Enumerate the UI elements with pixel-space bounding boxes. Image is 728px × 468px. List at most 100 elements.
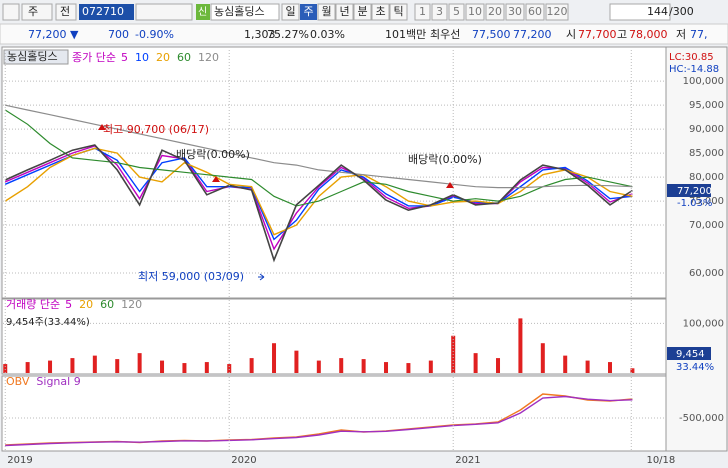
x-tick-label: 10/18 [646,455,675,466]
interval-button[interactable] [545,3,569,21]
prev: 전 [60,5,70,18]
series-line [4,147,633,236]
volume-panel [1,298,667,375]
menu-icon[interactable] [2,3,20,21]
last-volume: 9,454 [676,349,705,360]
period-button[interactable] [300,4,317,20]
price-line [4,144,633,263]
legend-item: 5 [65,298,72,311]
x-tick-label: 2021 [455,455,480,466]
volume-bar [339,358,344,373]
ask: 77,500 [472,28,511,41]
period-button[interactable] [335,3,354,21]
series-line [5,395,633,447]
stock-name: 농심홀딩스 [214,5,265,18]
y-tick-label: 60,000 [689,268,724,279]
bid: 77,200 [513,28,552,41]
interval-button[interactable] [505,3,525,21]
volume-ratio-label: 33.44% [676,362,714,373]
market-select[interactable] [21,3,53,21]
last-volume-box [667,347,711,360]
volume-status: 9,454주(33.44%) [6,317,90,328]
y-tick-label: 100,000 [683,76,724,87]
volume-bar [272,343,277,373]
volume-bar [48,360,53,373]
search-tools[interactable] [135,3,193,21]
volume-bar [496,358,501,373]
legend-label: 종가 단순 [72,51,116,64]
interval-label: 20 [488,5,502,18]
period-label: 주 [303,5,313,18]
period-button[interactable] [353,3,372,21]
info-bar [0,23,728,45]
legend-label: 거래량 단순 [6,298,60,311]
volume-bar [160,360,165,373]
volume-bar [518,318,523,373]
market: 주 [28,5,38,18]
high-label: 고 [617,28,627,41]
period-label: 초 [375,5,385,18]
interval-button[interactable] [465,3,485,21]
period-button[interactable] [281,3,300,21]
volume-bar [70,358,75,373]
period-button[interactable] [317,3,336,21]
legend-item: 120 [198,51,219,64]
volume-bar [563,355,568,373]
volume-bar [630,368,635,373]
y-tick-label: 75,000 [689,196,724,207]
interval-label: 30 [508,5,522,18]
code-input[interactable] [79,4,134,20]
new-badge: 신 [198,6,207,18]
legend-item: OBV [6,375,30,388]
turnover: 0.03% [310,28,345,41]
y-tick-label: 95,000 [689,100,724,111]
annotation: 최고 90,700 (06/17) [103,123,209,136]
interval-button[interactable] [485,3,505,21]
legend-item: 60 [100,298,114,311]
amount: 101백만 [385,28,426,41]
panel-tab[interactable] [3,49,69,65]
open: 77,700 [578,28,617,41]
count-box[interactable] [609,3,671,21]
interval-label: 5 [453,5,460,18]
period-label: 월 [321,5,331,18]
volume-ratio: 75.27% [267,28,309,41]
legend-item: Signal 9 [36,375,80,388]
volume-bar [540,343,545,373]
interval-button[interactable] [431,3,448,21]
change: 700 [108,28,129,41]
period-label: 분 [357,5,367,18]
volume-bar [92,355,97,373]
x-tick-label: 2019 [7,455,32,466]
last-price-box [667,184,711,197]
annotation: 배당락(0.00%) [408,153,482,166]
period-button[interactable] [389,3,408,21]
legend-item: 10 [135,51,149,64]
name-box [210,3,280,21]
interval-button[interactable] [414,3,431,21]
best-label: 최우선 [430,28,460,41]
x-tick-label: 2020 [231,455,256,466]
period-label: 일 [285,4,295,18]
interval-button[interactable] [525,3,545,21]
period-button[interactable] [371,3,390,21]
low: 77, [690,28,708,41]
volume-bar [204,362,209,373]
prev-button[interactable] [55,3,77,21]
annotation: 최저 59,000 (03/09) [138,270,244,283]
price: 77,200 ▼ [28,28,79,41]
low-label: 저 [676,28,686,41]
interval-label: 10 [468,5,482,18]
series-line [4,147,633,241]
y-tick-label: 100,000 [683,318,724,329]
interval-button[interactable] [448,3,465,21]
y-tick-label: 90,000 [689,124,724,135]
count: 144 [647,5,668,18]
y-tick-label: 70,000 [689,220,724,231]
volume-bar [3,364,8,373]
change-label: -1.03% [677,198,712,209]
volume-bar [428,360,433,373]
right-axis [665,46,728,452]
